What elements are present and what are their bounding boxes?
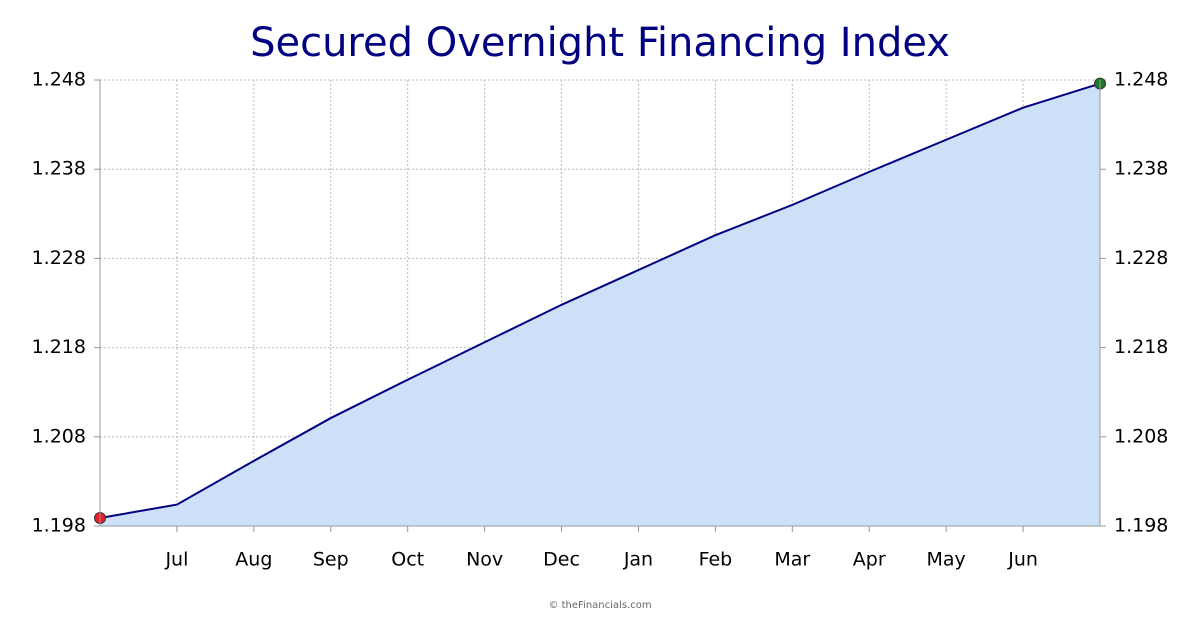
y-tick-label: 1.218 [32,336,86,358]
y-tick-label-right: 1.228 [1114,247,1168,269]
y-tick-label-right: 1.248 [1114,69,1168,91]
area-fill [100,83,1100,527]
y-tick-label-right: 1.218 [1114,336,1168,358]
y-tick-label-right: 1.198 [1114,515,1168,537]
chart-title: Secured Overnight Financing Index [250,20,950,66]
footer: © theFinancials.com [548,600,651,611]
x-tick-label: Mar [774,549,810,571]
x-tick-label: Jun [1007,549,1038,571]
plot-border [99,80,1101,527]
line [99,82,1101,519]
x-tick-label: Aug [235,549,272,571]
y-tick-label: 1.248 [32,69,86,91]
y-tick-label: 1.238 [32,158,86,180]
x-tick-label: Apr [853,549,886,571]
x-tick-label: May [927,549,966,571]
x-tick-label: Sep [313,549,349,571]
x-tick-label: Nov [466,549,503,571]
x-tick-label: Jan [623,549,653,571]
x-tick-label: Dec [543,549,580,571]
y-tick-label: 1.208 [32,425,86,447]
y-tick-label-right: 1.208 [1114,425,1168,447]
x-tick-label: Jul [164,549,188,571]
x-tick-label: Feb [699,549,733,571]
y-tick-label: 1.228 [32,247,86,269]
x-tick-label: Oct [391,549,424,571]
y-tick-label: 1.198 [32,515,86,537]
y-tick-label-right: 1.238 [1114,158,1168,180]
